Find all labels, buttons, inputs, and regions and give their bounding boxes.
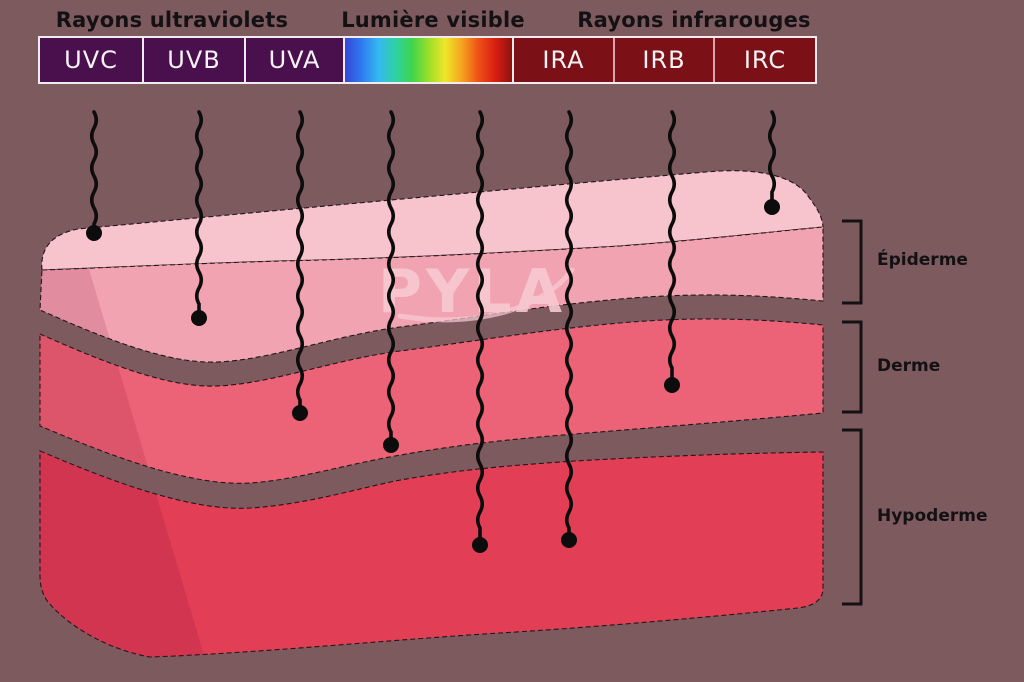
segment-uvb-label: UVB xyxy=(167,46,221,74)
uvc-ray-endpoint xyxy=(86,225,102,241)
hypoderme-bracket xyxy=(842,428,863,606)
irb-ray-endpoint xyxy=(664,377,680,393)
visible-ray-left-endpoint xyxy=(383,437,399,453)
irc-ray xyxy=(767,110,777,201)
layer-brackets xyxy=(842,219,863,606)
segment-ira: IRA xyxy=(514,38,615,82)
ir-header-label: Rayons infrarouges xyxy=(577,8,811,32)
uvb-ray xyxy=(194,110,204,312)
visible-ray-right-endpoint xyxy=(472,537,488,553)
derme-bracket xyxy=(842,320,863,414)
segment-ira-label: IRA xyxy=(542,46,585,74)
irc-ray-endpoint xyxy=(764,199,780,215)
rays xyxy=(86,110,780,553)
segment-uvb: UVB xyxy=(144,38,246,82)
epiderme-corner-shade xyxy=(40,227,212,363)
skin-block xyxy=(39,170,824,658)
epiderme-front-face xyxy=(39,226,824,363)
hypoderme-front-face xyxy=(39,450,824,658)
segment-irb: IRB xyxy=(615,38,715,82)
uvc-ray xyxy=(89,110,99,227)
uva-ray-endpoint xyxy=(292,405,308,421)
segment-visible-spectrum xyxy=(345,38,514,82)
hypoderme-corner-shade xyxy=(40,451,212,657)
segment-uvc-label: UVC xyxy=(64,46,118,74)
wavelength-bar: UVC UVB UVA IRA IRB IRC xyxy=(38,36,817,84)
uv-header-label: Rayons ultraviolets xyxy=(55,8,289,32)
derme-corner-shade xyxy=(40,318,212,484)
uvb-ray-endpoint xyxy=(191,310,207,326)
visible-ray-left xyxy=(386,110,396,439)
segment-irb-label: IRB xyxy=(642,46,686,74)
segment-uva: UVA xyxy=(246,38,345,82)
uva-ray xyxy=(295,110,305,407)
ira-ray-endpoint xyxy=(561,532,577,548)
watermark-logo: PYLA xyxy=(378,257,575,327)
segment-irc-label: IRC xyxy=(743,46,787,74)
segment-irc: IRC xyxy=(715,38,815,82)
hypoderme-label: Hypoderme xyxy=(877,506,988,526)
segment-uva-label: UVA xyxy=(268,46,321,74)
watermark-swoosh xyxy=(397,267,575,323)
segment-uvc: UVC xyxy=(40,38,144,82)
derme-front-face xyxy=(39,318,824,484)
irb-ray xyxy=(667,110,677,379)
ira-ray xyxy=(564,110,574,534)
visible-header-label: Lumière visible xyxy=(341,8,525,32)
epiderme-label: Épiderme xyxy=(877,250,968,270)
derme-label: Derme xyxy=(877,356,941,376)
visible-ray-right xyxy=(475,110,485,539)
epiderme-bracket xyxy=(842,219,863,305)
